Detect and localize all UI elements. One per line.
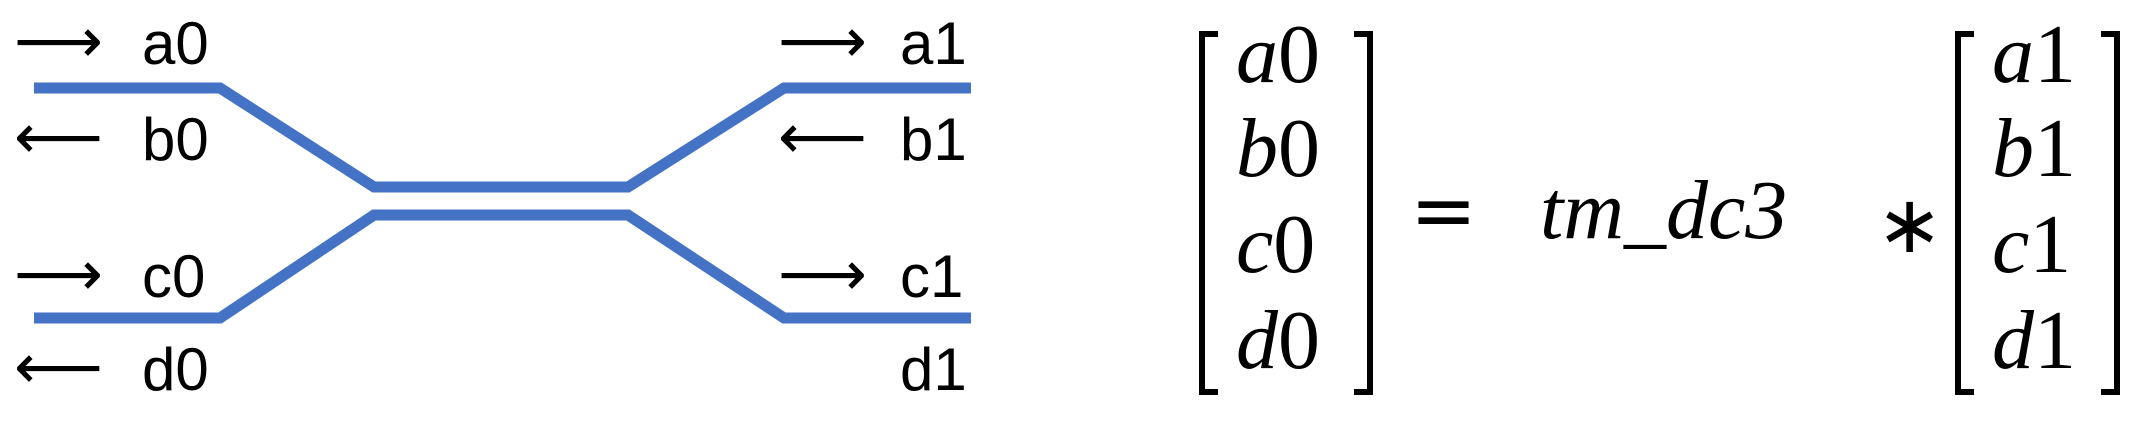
right-vector-close-bracket xyxy=(2101,31,2120,395)
left-vector-close-bracket xyxy=(1354,31,1373,395)
port-label-d1: d1 xyxy=(900,336,967,403)
top-waveguide xyxy=(34,82,971,193)
port-label-a1: a1 xyxy=(900,10,967,77)
arrow-right-icon: ⟶ xyxy=(14,4,103,77)
port-label-c0: c0 xyxy=(142,243,205,310)
vector-entry-d0: d0 xyxy=(1236,294,1320,387)
port-label-b0: b0 xyxy=(142,106,209,173)
vector-entry-d1: d1 xyxy=(1992,294,2076,387)
multiply-operator: ∗ xyxy=(1876,178,1943,271)
arrow-left-icon: ⟵ xyxy=(778,100,867,173)
transfer-matrix-equation: a0 b0 c0 d0 = tm_dc3 ∗ a1 b1 c1 d1 xyxy=(1199,8,2120,395)
arrow-right-icon: ⟶ xyxy=(778,237,867,310)
matrix-name: tm_dc3 xyxy=(1540,164,1787,257)
left-ports: ⟶ a0 ⟵ b0 ⟶ c0 ⟵ d0 xyxy=(14,4,209,403)
vector-entry-a0: a0 xyxy=(1236,8,1320,101)
vector-entry-b0: b0 xyxy=(1236,102,1320,195)
port-label-b1: b1 xyxy=(900,106,967,173)
left-vector-open-bracket xyxy=(1199,31,1218,395)
bottom-waveguide xyxy=(34,209,971,324)
vector-entry-a1: a1 xyxy=(1992,8,2076,101)
waveguides xyxy=(34,82,971,324)
vector-entry-b1: b1 xyxy=(1992,102,2076,195)
arrow-left-icon: ⟵ xyxy=(14,330,103,403)
equals-sign: = xyxy=(1410,164,1477,257)
arrow-right-icon: ⟶ xyxy=(14,237,103,310)
vector-entry-c1: c1 xyxy=(1992,198,2071,291)
port-label-d0: d0 xyxy=(142,336,209,403)
arrow-left-icon: ⟵ xyxy=(14,100,103,173)
right-ports: ⟶ a1 ⟵ b1 ⟶ c1 d1 xyxy=(778,4,967,403)
vector-entry-c0: c0 xyxy=(1236,198,1315,291)
port-label-c1: c1 xyxy=(900,243,963,310)
right-vector-open-bracket xyxy=(1955,31,1974,395)
port-label-a0: a0 xyxy=(142,10,209,77)
arrow-right-icon: ⟶ xyxy=(778,4,867,77)
